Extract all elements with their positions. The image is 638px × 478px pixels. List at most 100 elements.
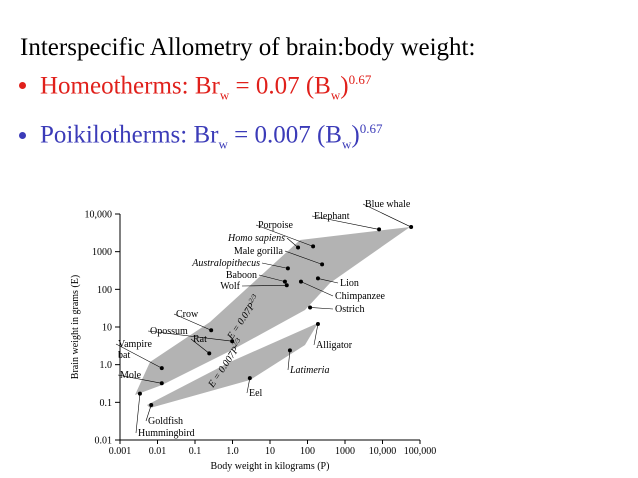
x-tick-label: 0.1 — [189, 446, 202, 457]
point-label: Opossum — [150, 326, 188, 337]
annotation-exponent: 2/3 — [247, 292, 259, 304]
x-tick-label: 10,000 — [369, 446, 397, 457]
data-point — [409, 225, 414, 230]
leader-line — [317, 278, 339, 284]
x-tick-label: 100,000 — [404, 446, 437, 457]
point-label: Mole — [120, 370, 142, 381]
data-point — [377, 227, 382, 232]
point-label: Latimeria — [289, 365, 329, 376]
bullet-text: Poikilotherms: Br — [40, 121, 219, 149]
point-label: Porpoise — [258, 220, 294, 231]
leader-line — [362, 203, 412, 228]
data-point — [230, 339, 235, 344]
leader-line — [313, 323, 319, 346]
leader-line — [261, 262, 288, 269]
leader-line — [311, 215, 380, 230]
data-point — [207, 351, 212, 356]
subscript: w — [341, 136, 352, 152]
homeotherm-region — [135, 227, 410, 395]
point-label: Homo sapiens — [227, 233, 285, 244]
bullet-list: Homeotherms: Brw = 0.07 (Bw)0.67Poikilot… — [20, 72, 382, 171]
leader-line — [173, 313, 212, 331]
poikilotherm-region — [147, 323, 318, 408]
data-point — [311, 244, 316, 249]
bullet-text: Homeotherms: Br — [40, 72, 220, 100]
superscript: 0.67 — [348, 72, 372, 87]
leader-line — [241, 284, 287, 287]
point-label: Alligator — [316, 340, 353, 351]
data-point — [149, 402, 154, 407]
leader-line — [190, 338, 210, 354]
data-point — [315, 276, 320, 281]
x-axis-title: Body weight in kilograms (P) — [211, 461, 330, 472]
y-tick-label: 1000 — [92, 247, 112, 258]
point-label: Goldfish — [148, 416, 183, 427]
data-point — [298, 279, 303, 284]
point-label: Male gorilla — [234, 246, 284, 257]
leader-line — [135, 393, 141, 434]
data-point — [137, 391, 142, 396]
bullet-text: = 0.07 (B — [229, 72, 331, 100]
data-point — [315, 322, 320, 327]
data-point — [285, 266, 290, 271]
x-tick-label: 0.01 — [149, 446, 167, 457]
leader-line — [147, 330, 233, 342]
leader-line — [300, 281, 334, 297]
leader-line — [255, 224, 314, 247]
slide-title: Interspecific Allometry of brain:body we… — [20, 34, 476, 61]
leader-line — [310, 307, 334, 310]
point-label: Vampire bat — [118, 339, 152, 361]
point-label: Ostrich — [335, 304, 364, 315]
x-tick-label: 10 — [265, 446, 275, 457]
point-label: Lion — [340, 278, 359, 289]
point-label: Eel — [249, 388, 263, 399]
y-tick-label: 100 — [97, 285, 112, 296]
bullet-text: ) — [351, 121, 360, 149]
point-label: Rat — [193, 334, 207, 345]
x-tick-label: 1000 — [335, 446, 355, 457]
bullet: Poikilotherms: Brw = 0.007 (Bw)0.67 — [40, 121, 382, 152]
subscript: w — [218, 136, 228, 152]
bullet: Homeotherms: Brw = 0.07 (Bw)0.67 — [40, 72, 382, 103]
subscript: w — [330, 87, 341, 103]
x-tick-label: 0.001 — [109, 446, 132, 457]
leader-line — [145, 404, 152, 422]
y-axis-title: Brain weight in grams (E) — [70, 275, 81, 379]
data-point — [287, 348, 292, 353]
leader-line — [284, 250, 323, 265]
data-point — [296, 245, 301, 250]
x-tick-label: 1.0 — [226, 446, 239, 457]
point-label: Hummingbird — [138, 428, 195, 439]
point-label: Australopithecus — [191, 258, 260, 269]
data-point — [320, 262, 325, 267]
y-tick-label: 1.0 — [100, 360, 113, 371]
data-point — [209, 328, 214, 333]
point-label: Crow — [176, 309, 199, 320]
data-point — [247, 376, 252, 381]
leader-line — [115, 343, 162, 369]
leader-line — [258, 274, 285, 282]
data-point — [282, 279, 287, 284]
annotation-exponent: 2/3 — [231, 336, 243, 348]
point-label: Elephant — [314, 211, 350, 222]
leader-line — [286, 237, 299, 248]
x-tick-label: 100 — [300, 446, 315, 457]
data-point — [284, 283, 289, 288]
y-tick-label: 10 — [102, 323, 112, 334]
point-label: Blue whale — [365, 199, 411, 210]
leader-line — [287, 350, 291, 371]
leader-line — [246, 378, 251, 394]
point-label: Wolf — [220, 281, 240, 292]
point-label: Baboon — [226, 270, 257, 281]
bullet-text: ) — [340, 72, 349, 100]
y-tick-label: 10,000 — [85, 210, 113, 221]
y-tick-label: 0.01 — [95, 436, 113, 447]
leader-line — [117, 374, 162, 384]
point-label: Chimpanzee — [335, 291, 386, 302]
bullet-text: = 0.007 (B — [227, 121, 342, 149]
data-point — [308, 305, 313, 310]
superscript: 0.67 — [359, 121, 383, 137]
data-point — [159, 366, 164, 371]
